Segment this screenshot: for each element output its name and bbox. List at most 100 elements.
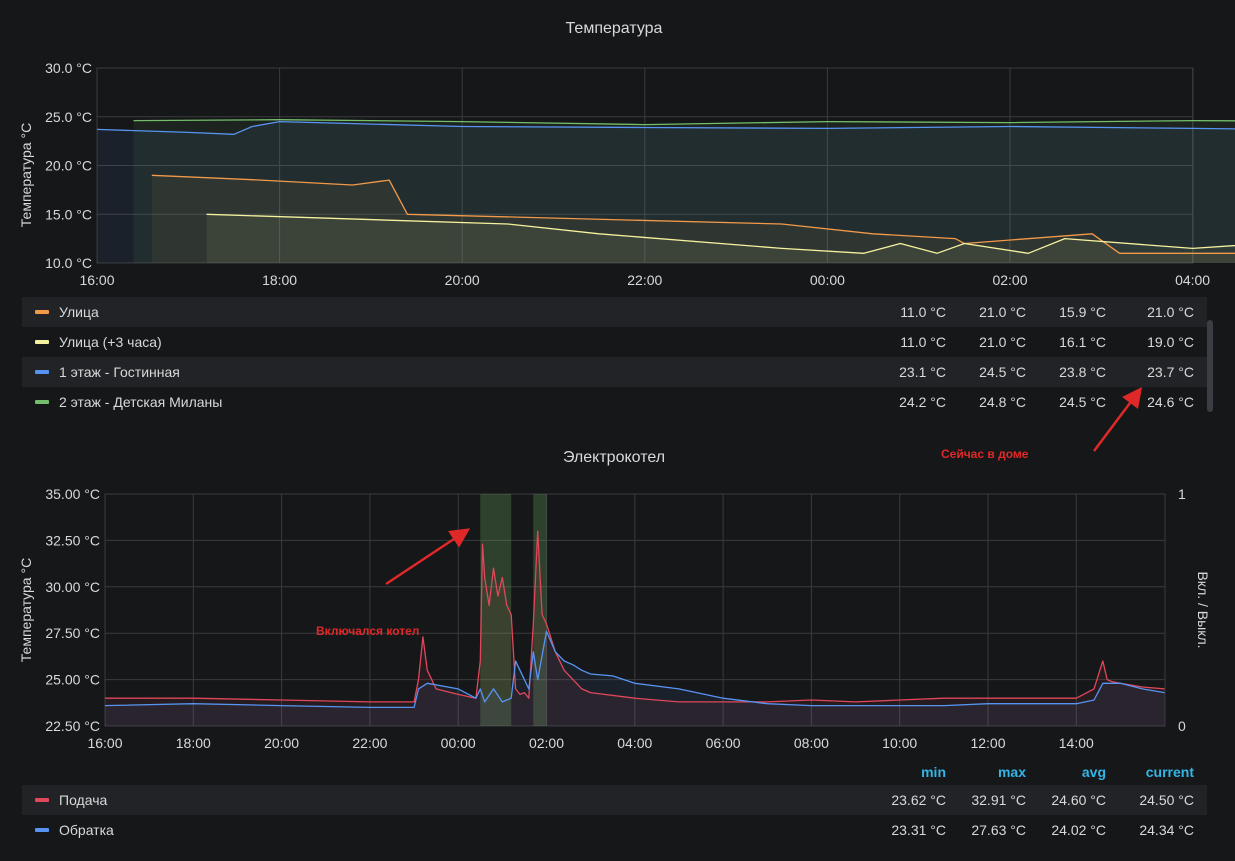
- series-color-swatch: [35, 798, 49, 802]
- x-tick-label: 14:00: [1059, 735, 1094, 751]
- x-tick-label: 16:00: [87, 735, 122, 751]
- series-color-swatch: [35, 310, 49, 314]
- boiler-on-band: [480, 494, 512, 726]
- legend-header-current[interactable]: current: [1145, 764, 1194, 780]
- y-tick-label: 30.00 °C: [45, 579, 100, 595]
- x-tick-label: 16:00: [79, 272, 114, 288]
- legend-max: 27.63 °C: [971, 822, 1026, 838]
- legend-avg: 23.8 °C: [1059, 364, 1106, 380]
- legend-series-name[interactable]: Улица: [59, 304, 99, 320]
- x-tick-label: 06:00: [706, 735, 741, 751]
- legend-min: 23.1 °C: [899, 364, 946, 380]
- legend-row-podacha[interactable]: Подача 23.62 °C 32.91 °C 24.60 °C 24.50 °C: [22, 785, 1207, 815]
- y2-tick-label: 1: [1178, 486, 1186, 502]
- series-color-swatch: [35, 370, 49, 374]
- y-tick-label: 25.00 °C: [45, 672, 100, 688]
- legend-avg: 24.02 °C: [1051, 822, 1106, 838]
- legend-avg: 16.1 °C: [1059, 334, 1106, 350]
- series-color-swatch: [35, 400, 49, 404]
- legend-max: 21.0 °C: [979, 334, 1026, 350]
- legend-series-name[interactable]: Обратка: [59, 822, 114, 838]
- legend-row-ulica[interactable]: Улица 11.0 °C 21.0 °C 15.9 °C 21.0 °C: [22, 297, 1207, 327]
- legend-max: 32.91 °C: [971, 792, 1026, 808]
- legend-max: 24.8 °C: [979, 394, 1026, 410]
- legend-avg: 24.60 °C: [1051, 792, 1106, 808]
- series-area-fill: [97, 121, 1235, 263]
- y-tick-label: 25.0 °C: [45, 109, 92, 125]
- legend-series-name[interactable]: Подача: [59, 792, 108, 808]
- legend-current: 24.50 °C: [1139, 792, 1194, 808]
- y-tick-label: 20.0 °C: [45, 158, 92, 174]
- legend-current: 24.6 °C: [1147, 394, 1194, 410]
- x-tick-label: 22:00: [627, 272, 662, 288]
- y-tick-label: 22.50 °C: [45, 718, 100, 734]
- legend-current: 24.34 °C: [1139, 822, 1194, 838]
- legend-max: 21.0 °C: [979, 304, 1026, 320]
- legend-row-gostinnaya[interactable]: 1 этаж - Гостинная 23.1 °C 24.5 °C 23.8 °C…: [22, 357, 1207, 387]
- x-tick-label: 00:00: [810, 272, 845, 288]
- legend-header-avg[interactable]: avg: [1081, 764, 1106, 780]
- chart2-legend-header: min max avg current: [22, 764, 1207, 780]
- legend-series-name[interactable]: 2 этаж - Детская Миланы: [59, 394, 223, 410]
- x-tick-label: 04:00: [1175, 272, 1210, 288]
- annotation-boiler-on: Включался котел: [316, 624, 420, 638]
- y-tick-label: 35.00 °C: [45, 486, 100, 502]
- legend-row-obratka[interactable]: Обратка 23.31 °C 27.63 °C 24.02 °C 24.34 °C: [22, 815, 1207, 845]
- series-line-1[interactable]: [105, 530, 1165, 703]
- legend-series-name[interactable]: Улица (+3 часа): [59, 334, 162, 350]
- chart2-y2label: Вкл. / Выкл.: [1195, 571, 1211, 648]
- series-color-swatch: [35, 340, 49, 344]
- x-tick-label: 08:00: [794, 735, 829, 751]
- series-line-2[interactable]: [206, 156, 1235, 254]
- legend-series-name[interactable]: 1 этаж - Гостинная: [59, 364, 180, 380]
- x-tick-label: 20:00: [445, 272, 480, 288]
- series-line-3[interactable]: [96, 120, 1235, 135]
- x-tick-label: 18:00: [176, 735, 211, 751]
- legend-avg: 15.9 °C: [1059, 304, 1106, 320]
- y-tick-label: 27.50 °C: [45, 625, 100, 641]
- x-tick-label: 00:00: [441, 735, 476, 751]
- series-area-fill: [133, 119, 1235, 263]
- chart2-ylabel: Температура °C: [18, 558, 34, 662]
- x-tick-label: 12:00: [970, 735, 1005, 751]
- x-tick-label: 02:00: [992, 272, 1027, 288]
- temperature-chart: Температура Температура °C 10.0 °C 15.0 °…: [18, 20, 1235, 288]
- chart1-legend: Улица 11.0 °C 21.0 °C 15.9 °C 21.0 °C Улица…: [22, 297, 1207, 417]
- chart2-title: Электрокотел: [563, 449, 665, 466]
- x-tick-label: 20:00: [264, 735, 299, 751]
- series-line-2[interactable]: [104, 630, 1165, 709]
- legend-row-ulica-plus3[interactable]: Улица (+3 часа) 11.0 °C 21.0 °C 16.1 °C 19.…: [22, 327, 1207, 357]
- x-tick-label: 18:00: [262, 272, 297, 288]
- y-tick-label: 10.0 °C: [45, 255, 92, 271]
- series-line-4[interactable]: [133, 119, 1235, 126]
- series-line-1[interactable]: [151, 156, 1235, 254]
- legend-avg: 24.5 °C: [1059, 394, 1106, 410]
- legend-min: 11.0 °C: [900, 334, 946, 350]
- annotation-now-home: Сейчас в доме: [941, 447, 1029, 461]
- boiler-chart: Электрокотел Температура °C Вкл. / Выкл.…: [18, 449, 1211, 751]
- y-tick-label: 32.50 °C: [45, 532, 100, 548]
- chart1-ylabel: Температура °C: [18, 123, 34, 227]
- x-tick-label: 10:00: [882, 735, 917, 751]
- legend-row-detskaya[interactable]: 2 этаж - Детская Миланы 24.2 °C 24.8 °C 24…: [22, 387, 1207, 417]
- y-tick-label: 30.0 °C: [45, 60, 92, 76]
- series-area-fill: [105, 531, 1165, 726]
- legend-min: 23.31 °C: [891, 822, 946, 838]
- series-color-swatch: [35, 828, 49, 832]
- y2-tick-label: 0: [1178, 718, 1186, 734]
- legend-header-min[interactable]: min: [921, 764, 946, 780]
- legend-min: 11.0 °C: [900, 304, 946, 320]
- legend-max: 24.5 °C: [979, 364, 1026, 380]
- chart2-legend: Подача 23.62 °C 32.91 °C 24.60 °C 24.50 °C …: [22, 785, 1207, 845]
- legend-current: 19.0 °C: [1147, 334, 1194, 350]
- series-area-fill: [105, 631, 1165, 726]
- legend-min: 24.2 °C: [899, 394, 946, 410]
- legend-current: 23.7 °C: [1147, 364, 1194, 380]
- x-tick-label: 02:00: [529, 735, 564, 751]
- series-area-fill: [206, 214, 1235, 263]
- legend-scrollbar[interactable]: [1207, 320, 1213, 412]
- legend-min: 23.62 °C: [891, 792, 946, 808]
- legend-current: 21.0 °C: [1147, 304, 1194, 320]
- legend-header-max[interactable]: max: [997, 764, 1026, 780]
- x-tick-label: 22:00: [352, 735, 387, 751]
